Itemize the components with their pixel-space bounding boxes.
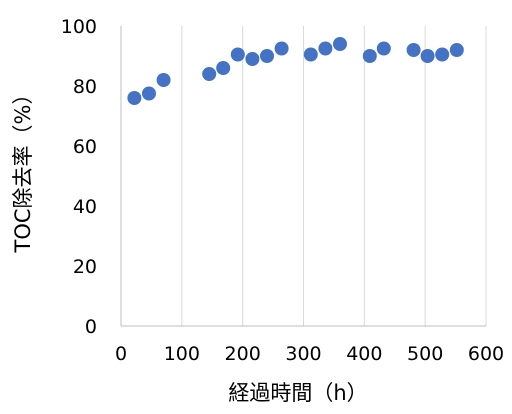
data-point-5 [216,61,231,75]
data-point-7 [245,52,260,66]
data-point-6 [230,47,245,62]
data-point-17 [435,47,450,62]
data-point-10 [303,47,318,62]
data-point-13 [362,49,377,63]
y-tick-label-40: 40 [73,196,97,218]
x-tick-label-200: 200 [225,343,261,365]
data-point-16 [420,49,435,63]
x-tick-label-600: 600 [468,343,504,365]
ticks-layer: 0 100 200 300 400 500 600 0 20 40 60 80 100 [61,16,504,365]
data-point-11 [318,41,333,56]
data-point-2 [141,86,156,101]
data-point-4 [202,67,217,81]
data-point-15 [406,43,421,57]
x-tick-label-500: 500 [407,343,443,365]
x-tick-label-100: 100 [164,343,200,365]
data-point-18 [449,43,464,57]
y-tick-label-80: 80 [73,76,97,98]
grid-layer [181,26,487,326]
axis-layer [120,26,486,327]
data-point-3 [156,73,171,87]
data-point-12 [333,37,347,51]
data-point-14 [376,41,391,56]
data-point-9 [274,41,289,56]
y-tick-label-20: 20 [73,256,97,278]
x-axis-title: 経過時間（h） [228,381,367,405]
data-point-8 [260,49,274,63]
y-tick-label-100: 100 [61,16,97,38]
data-point-1 [127,91,142,105]
x-tick-label-400: 400 [346,343,382,365]
y-axis-title: TOC除去率（%） [11,84,35,254]
x-tick-label-0: 0 [115,343,127,365]
y-tick-label-60: 60 [73,136,97,158]
x-tick-label-300: 300 [285,343,321,365]
points-layer [127,37,464,105]
y-tick-label-0: 0 [85,316,97,338]
